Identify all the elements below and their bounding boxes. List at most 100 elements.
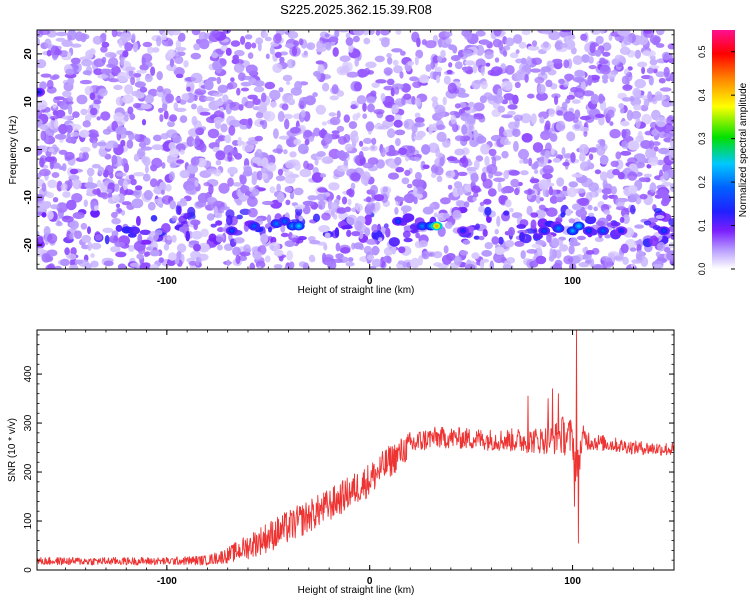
spectrogram-cell bbox=[352, 35, 360, 43]
spectrogram-cell bbox=[227, 177, 234, 187]
spectrogram-cell bbox=[233, 63, 245, 73]
spectrogram-cell bbox=[588, 153, 594, 161]
spectrogram-cell bbox=[479, 259, 485, 269]
spectrogram-cell bbox=[532, 233, 544, 240]
spectrogram-cell bbox=[210, 223, 217, 228]
spectrogram-cell bbox=[663, 247, 671, 253]
spectrogram-cell bbox=[463, 201, 470, 208]
spectrogram-cell bbox=[482, 178, 493, 189]
spectrogram-cell bbox=[604, 257, 613, 269]
spectrogram-cell bbox=[443, 245, 449, 254]
spectrogram-cell bbox=[131, 90, 141, 97]
spectrogram-cell bbox=[569, 237, 578, 247]
spectrogram-cell bbox=[329, 116, 341, 126]
spectrogram-cell bbox=[641, 113, 652, 125]
spectrogram-cell bbox=[471, 252, 480, 260]
spectrogram-cell bbox=[124, 189, 134, 196]
spectrogram-cell bbox=[438, 38, 443, 48]
spectrogram-cell bbox=[473, 235, 480, 240]
spectrogram-cell bbox=[653, 208, 663, 214]
spectrogram-cell bbox=[642, 50, 652, 57]
spectrogram-cell bbox=[334, 227, 340, 238]
spectrogram-cell bbox=[627, 140, 640, 151]
spectrogram-cell bbox=[554, 95, 559, 105]
spectrogram-cell bbox=[663, 171, 669, 180]
spectrogram-cell bbox=[454, 61, 463, 70]
spectrogram-cell bbox=[549, 133, 558, 142]
spectrogram-cell bbox=[520, 113, 532, 124]
spectrogram-cell bbox=[91, 140, 98, 149]
spectrogram-cell bbox=[649, 235, 659, 247]
spectrogram-cell bbox=[204, 79, 214, 91]
spectrogram-cell bbox=[395, 166, 405, 173]
spectrogram-cell bbox=[67, 34, 72, 42]
spectrogram-cell bbox=[100, 111, 111, 121]
spectrogram-cell bbox=[563, 111, 576, 122]
spectrogram-cell bbox=[373, 194, 385, 202]
spectrogram-cell bbox=[383, 247, 394, 256]
spectrogram-cell bbox=[198, 108, 210, 112]
snr-x-tick-label: 0 bbox=[367, 576, 373, 587]
spectrogram-cell bbox=[493, 30, 502, 37]
spectrogram-cell bbox=[507, 104, 518, 110]
spectrogram-cell bbox=[216, 236, 224, 243]
spectrogram-cell bbox=[509, 207, 514, 213]
spectrogram-cell bbox=[273, 264, 283, 269]
spectrogram-cell bbox=[573, 88, 585, 98]
spectrogram-cell bbox=[412, 178, 424, 188]
spectrogram-cell bbox=[90, 209, 100, 218]
spectrogram-cell bbox=[284, 118, 290, 130]
spectrogram-cell bbox=[550, 148, 555, 155]
spectrogram-cell bbox=[640, 256, 649, 267]
spectrogram-cell bbox=[514, 81, 521, 89]
spectrogram-cell bbox=[612, 168, 620, 176]
spectrogram-cell bbox=[345, 32, 351, 39]
spectrogram-cell bbox=[318, 225, 330, 233]
spectrogram-cell bbox=[316, 151, 326, 157]
spectrogram-cell bbox=[319, 173, 327, 178]
spectrogram-cell bbox=[655, 215, 665, 219]
spectrogram-cell bbox=[343, 133, 351, 143]
spectrogram-cell bbox=[237, 72, 246, 82]
spectrogram-cell bbox=[602, 179, 608, 190]
spectrogram-cell bbox=[217, 84, 229, 94]
spectrogram-cell bbox=[478, 205, 485, 213]
spectrogram-cell bbox=[62, 191, 71, 198]
spectrogram-cell bbox=[344, 206, 351, 213]
spectrogram-cell bbox=[132, 102, 142, 109]
spectrogram-cell bbox=[537, 84, 546, 95]
spectrogram-cell bbox=[97, 74, 109, 79]
spectrogram-cell bbox=[556, 196, 564, 203]
spectrogram-cell bbox=[69, 232, 74, 240]
snr-y-tick-label: 300 bbox=[23, 414, 34, 431]
spectrogram-cell bbox=[83, 263, 92, 269]
spectrogram-cell bbox=[58, 149, 68, 155]
spectrogram-cell bbox=[64, 247, 70, 256]
spectrogram-cell bbox=[265, 255, 271, 263]
spectrogram-cell bbox=[336, 207, 347, 214]
spectrogram-cell bbox=[552, 58, 563, 64]
spectrogram-cell bbox=[365, 61, 377, 69]
spectrogram-cell bbox=[542, 173, 553, 180]
spectrogram-cell bbox=[657, 189, 669, 199]
spectrogram-cell bbox=[378, 125, 390, 130]
spectrogram-cell bbox=[436, 124, 446, 130]
spectrogram-cell bbox=[572, 55, 583, 65]
spectrogram-cell bbox=[69, 168, 79, 175]
spectrogram-cell bbox=[646, 164, 652, 169]
spectrogram-hotspot-peak bbox=[435, 224, 439, 228]
spectrogram-cell bbox=[50, 45, 60, 55]
spectrogram-cell bbox=[403, 93, 412, 100]
spectrogram-cell bbox=[273, 128, 279, 140]
spectrogram-cell bbox=[619, 216, 625, 223]
spectrogram-cell bbox=[568, 181, 579, 188]
spectrogram-cell bbox=[261, 157, 269, 168]
spectrogram-cell bbox=[589, 42, 596, 54]
spectrogram-cell bbox=[561, 101, 568, 110]
spectrogram-cell bbox=[114, 241, 126, 248]
spectrogram-cells bbox=[37, 30, 674, 269]
colorbar-tick-label: 0.5 bbox=[697, 45, 707, 58]
spectrogram-cell bbox=[527, 45, 540, 51]
spectrogram-cell bbox=[535, 209, 546, 219]
snr-y-label: SNR (10 * v/v) bbox=[7, 418, 18, 482]
